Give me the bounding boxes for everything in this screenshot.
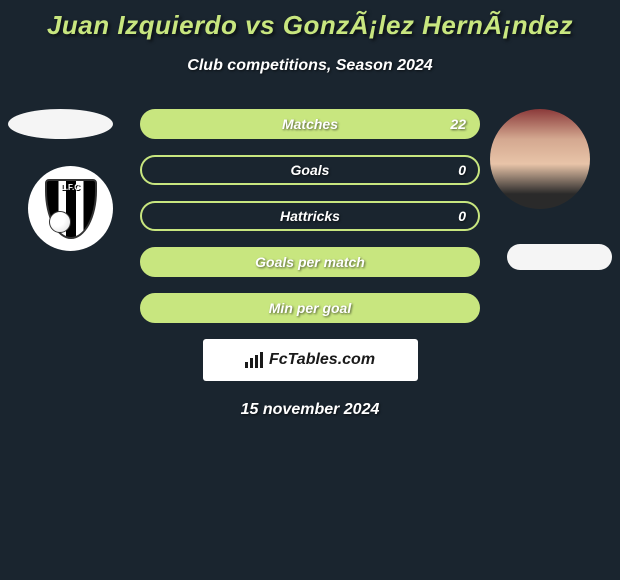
stats-area: L.F.C Matches 22 Goals 0 Hattricks 0 Goals per… — [0, 109, 620, 419]
stat-bar: Goals 0 — [140, 155, 480, 185]
brand-footer: FcTables.com — [203, 339, 418, 381]
stat-row: Min per goal — [0, 293, 620, 323]
club-shield-text: L.F.C — [45, 183, 97, 192]
bar-chart-icon — [245, 352, 265, 368]
stat-label: Hattricks — [280, 208, 340, 224]
player-right-avatar — [490, 109, 590, 209]
stat-value-right: 22 — [450, 116, 466, 132]
player-left-pill — [8, 109, 113, 139]
brand-text: FcTables.com — [269, 351, 375, 369]
stat-label: Goals per match — [255, 254, 365, 270]
stat-bar: Hattricks 0 — [140, 201, 480, 231]
footer-date: 15 november 2024 — [0, 401, 620, 419]
stat-value-right: 0 — [458, 162, 466, 178]
stat-bar: Matches 22 — [140, 109, 480, 139]
stat-bar: Goals per match — [140, 247, 480, 277]
player-right-pill — [507, 244, 612, 270]
stat-bar: Min per goal — [140, 293, 480, 323]
stat-label: Matches — [282, 116, 338, 132]
player-left-club-badge: L.F.C — [28, 166, 113, 251]
comparison-title: Juan Izquierdo vs GonzÃ¡lez HernÃ¡ndez — [0, 0, 620, 41]
stat-label: Min per goal — [269, 300, 351, 316]
club-shield-icon: L.F.C — [45, 179, 97, 239]
stat-label: Goals — [291, 162, 330, 178]
stat-value-right: 0 — [458, 208, 466, 224]
comparison-subtitle: Club competitions, Season 2024 — [0, 57, 620, 75]
